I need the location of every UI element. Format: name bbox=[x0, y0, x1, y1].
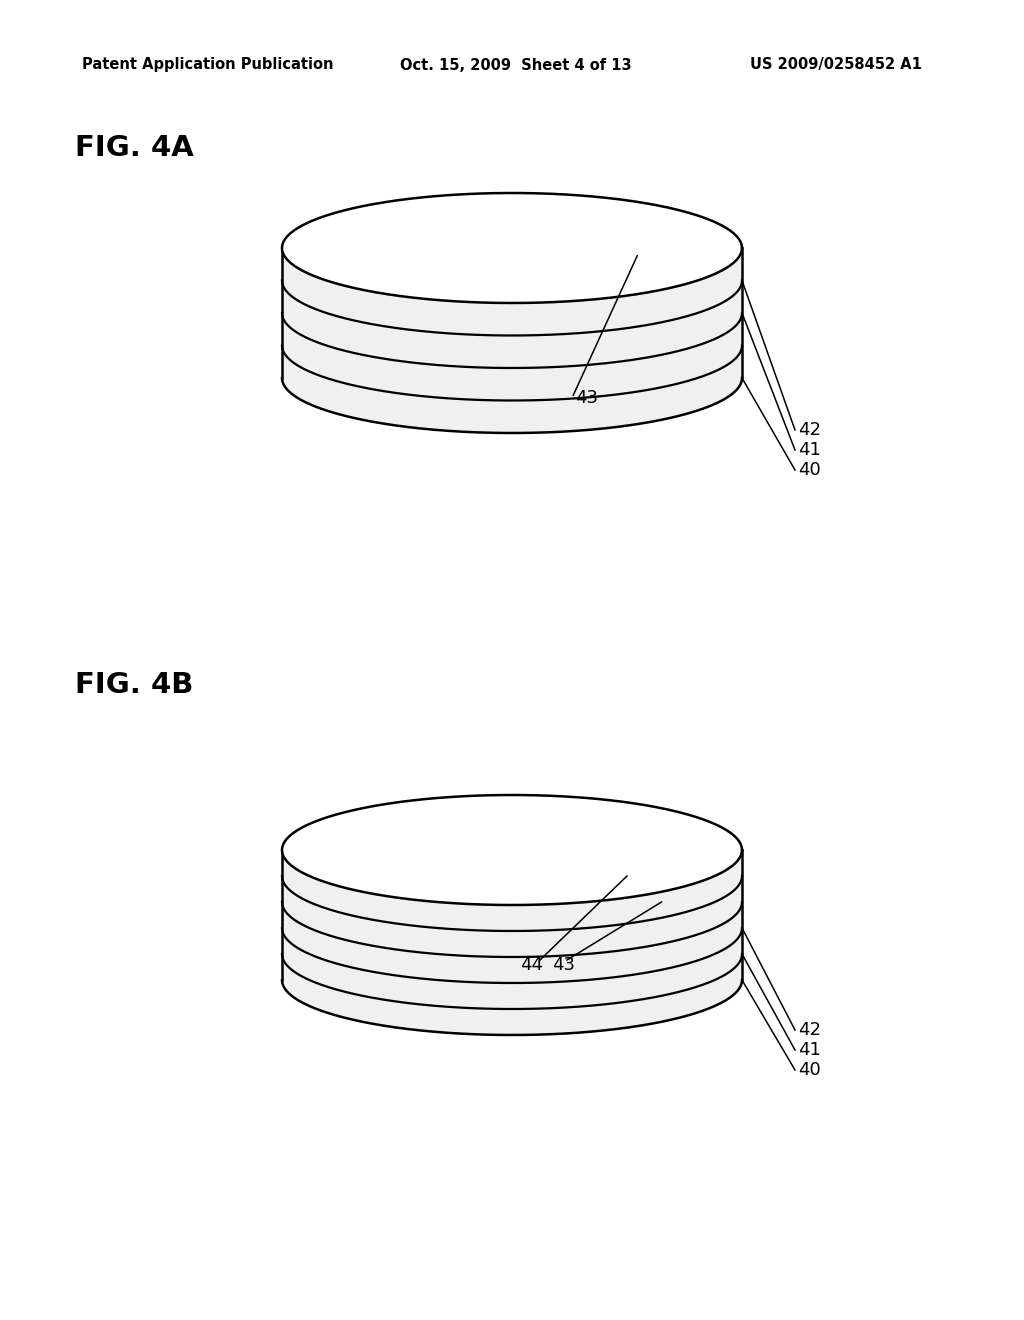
Text: Oct. 15, 2009  Sheet 4 of 13: Oct. 15, 2009 Sheet 4 of 13 bbox=[400, 58, 632, 73]
Text: 41: 41 bbox=[798, 441, 821, 459]
Text: 44: 44 bbox=[520, 956, 543, 974]
Polygon shape bbox=[282, 795, 742, 906]
Text: 42: 42 bbox=[798, 1020, 821, 1039]
Text: FIG. 4A: FIG. 4A bbox=[75, 135, 194, 162]
Text: US 2009/0258452 A1: US 2009/0258452 A1 bbox=[750, 58, 922, 73]
Text: 43: 43 bbox=[575, 389, 598, 407]
Text: 41: 41 bbox=[798, 1041, 821, 1059]
Text: 40: 40 bbox=[798, 461, 821, 479]
Polygon shape bbox=[282, 193, 742, 433]
Polygon shape bbox=[282, 795, 742, 1035]
Text: 42: 42 bbox=[798, 421, 821, 440]
Polygon shape bbox=[282, 193, 742, 304]
Text: 43: 43 bbox=[552, 956, 575, 974]
Text: FIG. 4B: FIG. 4B bbox=[75, 671, 194, 700]
Text: Patent Application Publication: Patent Application Publication bbox=[82, 58, 334, 73]
Text: 40: 40 bbox=[798, 1061, 821, 1078]
